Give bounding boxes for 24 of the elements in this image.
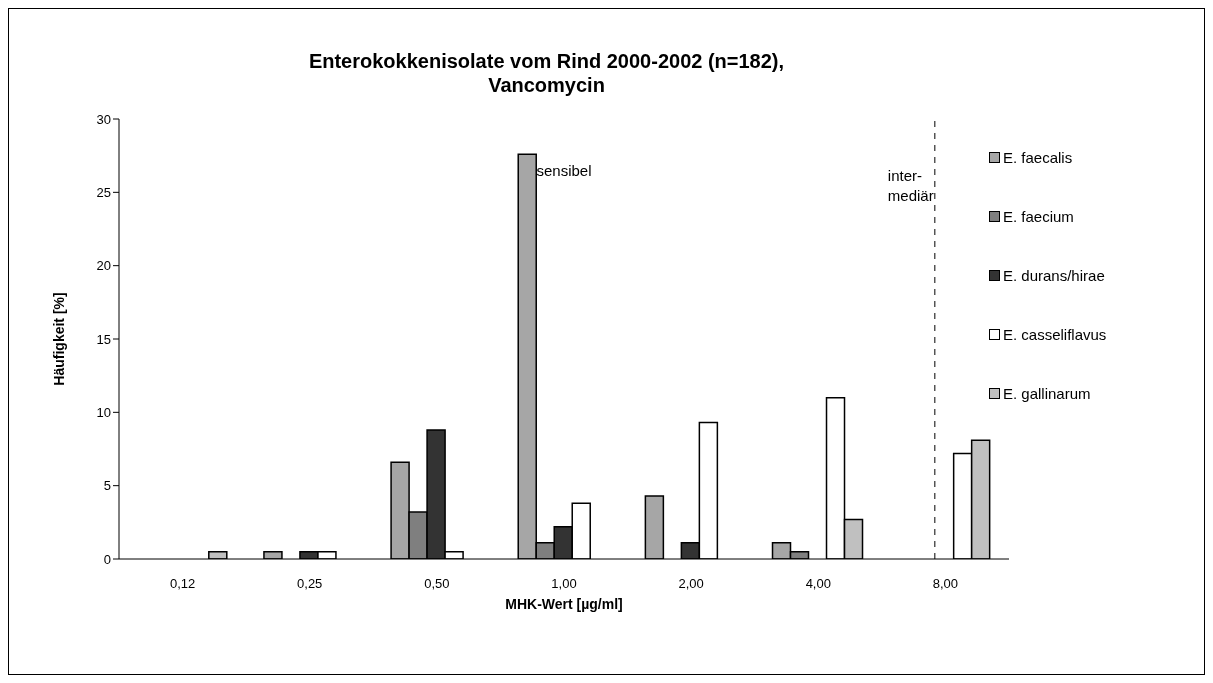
x-tick-label: 8,00 [932, 576, 959, 592]
x-tick-label: 0,12 [169, 576, 196, 592]
x-tick-label: 4,00 [805, 576, 831, 592]
y-tick-label: 25 [96, 184, 111, 200]
x-tick-label: 0,25 [297, 576, 323, 592]
annotation: sensibel [535, 161, 593, 181]
x-tick-label: 0,50 [424, 576, 450, 592]
legend-label: E. durans/hirae [1003, 267, 1105, 284]
legend-label: E. faecalis [1003, 149, 1073, 166]
legend-label: E. faecium [1003, 208, 1074, 225]
y-tick-label: 15 [96, 331, 111, 347]
x-tick-label: 2,00 [678, 576, 704, 592]
y-tick-label: 30 [96, 111, 111, 127]
annotation: inter- mediär [887, 166, 934, 206]
chart-title: Enterokokkenisolate vom Rind 2000-2002 (n=182), Vancomycin [307, 49, 786, 97]
legend-label: E. gallinarum [1003, 385, 1091, 402]
y-axis-title: Häufigkeit [%] [50, 292, 67, 386]
y-tick-label: 0 [103, 551, 111, 567]
y-tick-label: 5 [103, 478, 111, 494]
x-axis-title: MHK-Wert [µg/ml] [505, 596, 623, 612]
y-tick-label: 20 [96, 258, 111, 274]
x-tick-label: 1,00 [551, 576, 577, 592]
legend-label: E. casseliflavus [1003, 326, 1107, 343]
y-tick-label: 10 [96, 404, 111, 420]
